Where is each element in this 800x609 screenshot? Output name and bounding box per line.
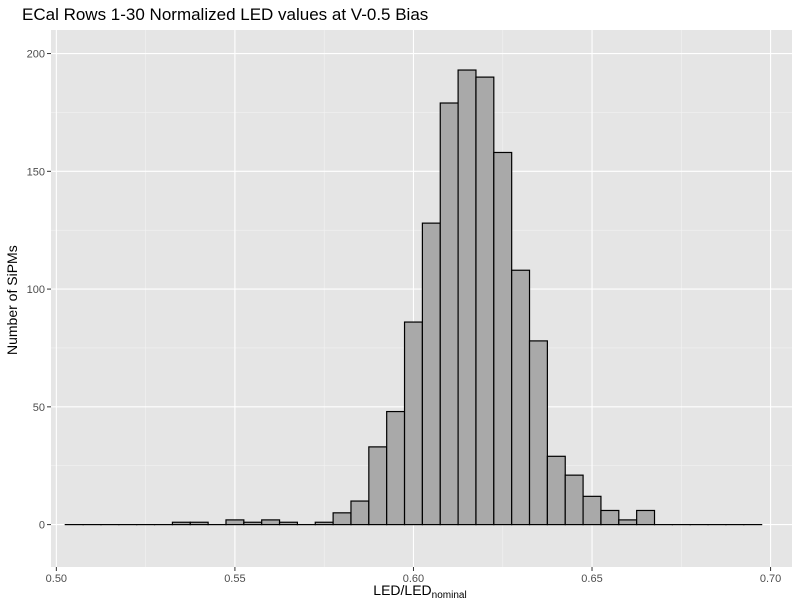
histogram-bar [243,521,263,526]
y-tick-label: 100 [27,284,45,296]
y-tick-label: 50 [33,402,45,414]
y-tick-label: 150 [27,166,45,178]
histogram-bar [439,102,459,526]
histogram-bar [582,495,602,526]
histogram-bar [261,519,281,526]
histogram-bar [350,500,370,526]
x-tick-label: 0.60 [403,573,424,585]
x-axis-label-subscript: nominal [431,590,467,601]
histogram-bar [636,509,656,526]
histogram-bar [278,521,299,526]
histogram-bar [618,519,638,526]
histogram-bar [386,410,406,526]
histogram-bar [511,269,531,526]
histogram-bar [457,69,477,526]
histogram-bar [600,509,620,526]
x-tick-label: 0.55 [224,573,245,585]
histogram-bar [332,512,352,526]
chart-title: ECal Rows 1-30 Normalized LED values at … [22,5,429,24]
histogram-bar [493,151,513,526]
histogram-bar [368,446,388,526]
histogram-bar [546,455,566,526]
histogram-bar [564,474,584,526]
x-tick-label: 0.50 [46,573,67,585]
histogram-bar [421,222,441,526]
x-tick-label: 0.65 [581,573,602,585]
histogram-bar [314,521,334,526]
x-tick-label: 0.70 [760,573,781,585]
histogram-bar [528,340,548,526]
histogram-bar [189,521,209,526]
histogram-bar [403,321,423,526]
y-tick-label: 0 [39,520,45,532]
y-tick-label: 200 [27,49,45,61]
x-axis-label: LED/LEDnominal [0,582,800,601]
histogram-bar [475,76,495,526]
histogram-bar [171,521,191,526]
histogram-bar [225,519,245,526]
x-axis-label-main: LED/LED [373,582,432,598]
